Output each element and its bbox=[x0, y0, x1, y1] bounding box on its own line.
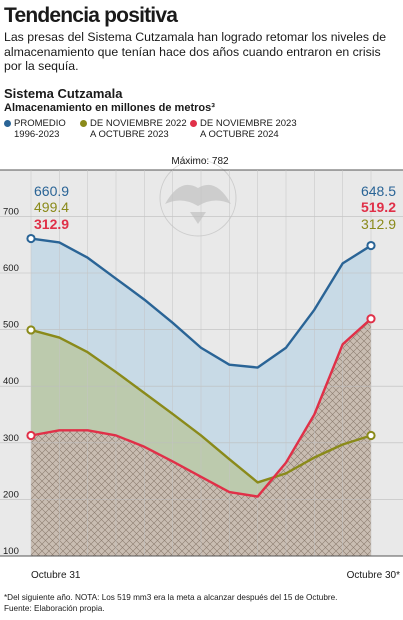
y-tick-label: 600 bbox=[3, 263, 19, 274]
y-tick-label: 500 bbox=[3, 320, 19, 331]
footnote-source: Fuente: Elaboración propia. bbox=[4, 604, 105, 613]
data-label: 648.5 bbox=[361, 183, 396, 199]
line-chart: Máximo: 782 100 200 300 400 500 600 700 660.9499… bbox=[0, 156, 403, 581]
legend-label-promedio: PROMEDIO 1996-2023 bbox=[14, 118, 66, 140]
endpoint-marker bbox=[26, 430, 36, 441]
legend-item-2023-2024: DE NOVIEMBRE 2023 A OCTUBRE 2024 bbox=[190, 118, 297, 140]
line-2023-2024 bbox=[30, 317, 372, 498]
y-tick-label: 100 bbox=[3, 546, 19, 557]
legend-label-2022-2023: DE NOVIEMBRE 2022 A OCTUBRE 2023 bbox=[90, 118, 187, 140]
data-label: 660.9 bbox=[34, 183, 69, 199]
y-tick-label: 300 bbox=[3, 433, 19, 444]
headline: Tendencia positiva bbox=[4, 4, 178, 27]
y-tick-label: 400 bbox=[3, 376, 19, 387]
data-label: 499.4 bbox=[34, 199, 69, 215]
line-promedio bbox=[30, 237, 372, 369]
footnote-note: *Del siguiente año. NOTA: Los 519 mm3 er… bbox=[4, 593, 338, 602]
legend-dot-promedio bbox=[4, 120, 11, 127]
y-tick-label: 200 bbox=[3, 489, 19, 500]
eagle-seal-watermark bbox=[159, 159, 237, 237]
x-tick-label-start: Octubre 31 bbox=[31, 570, 81, 581]
data-label: 312.9 bbox=[34, 216, 69, 232]
legend-item-2022-2023: DE NOVIEMBRE 2022 A OCTUBRE 2023 bbox=[80, 118, 187, 140]
endpoint-marker bbox=[366, 430, 376, 441]
subtitle: Las presas del Sistema Cutzamala han log… bbox=[4, 30, 387, 73]
legend-dot-2022-2023 bbox=[80, 120, 87, 127]
max-label: Máximo: 782 bbox=[171, 156, 229, 167]
endpoint-marker bbox=[366, 240, 376, 251]
y-tick-label: 700 bbox=[3, 206, 19, 217]
endpoint-marker bbox=[366, 314, 376, 324]
x-tick-label-end: Octubre 30* bbox=[347, 570, 400, 581]
footnote: *Del siguiente año. NOTA: Los 519 mm3 er… bbox=[4, 592, 337, 614]
legend-item-promedio: PROMEDIO 1996-2023 bbox=[4, 118, 66, 140]
legend-label-2023-2024: DE NOVIEMBRE 2023 A OCTUBRE 2024 bbox=[200, 118, 297, 140]
section-title: Sistema Cutzamala bbox=[4, 86, 123, 101]
endpoint-marker bbox=[26, 325, 36, 335]
endpoint-marker bbox=[26, 233, 36, 244]
data-label: 519.2 bbox=[361, 199, 396, 215]
legend-dot-2023-2024 bbox=[190, 120, 197, 127]
data-label: 312.9 bbox=[361, 216, 396, 232]
chart-ylabel: Almacenamiento en millones de metros³ bbox=[4, 102, 215, 114]
line-2022-2023 bbox=[30, 328, 372, 484]
